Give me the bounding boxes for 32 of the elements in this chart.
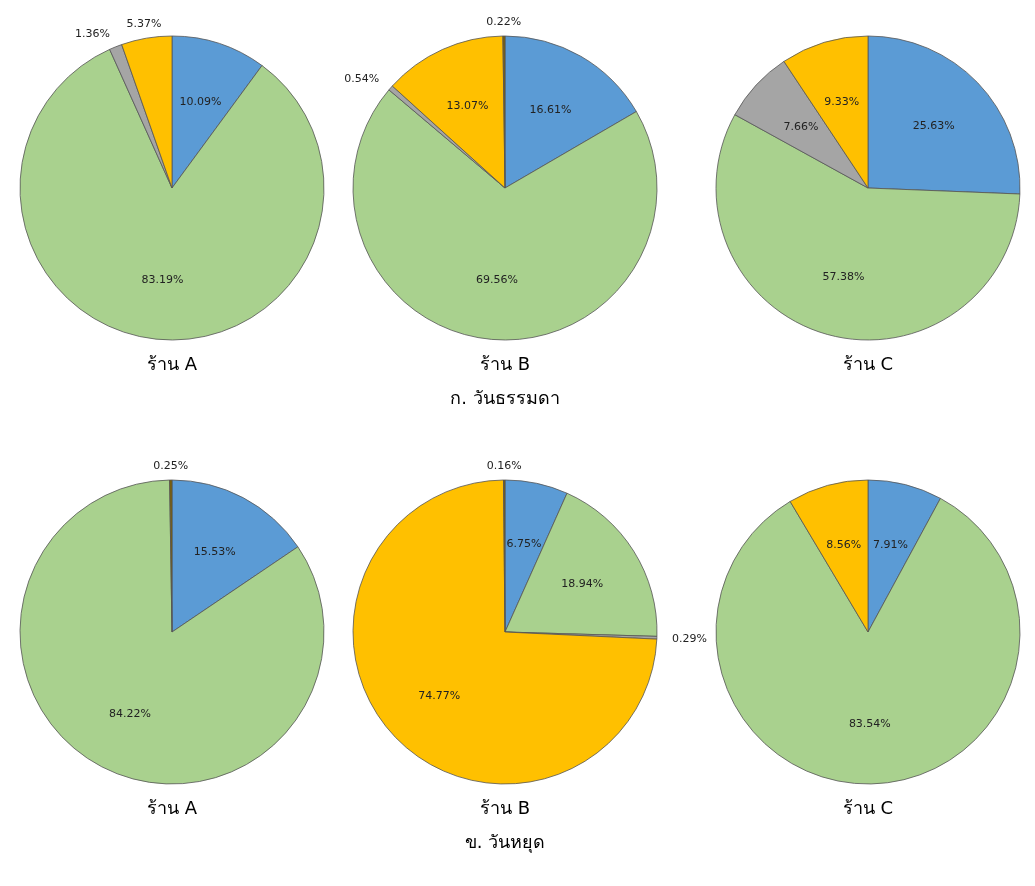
data-label: 69.56% (476, 272, 519, 286)
data-label: 7.91% (872, 537, 908, 551)
data-label: 83.54% (848, 717, 891, 731)
data-label: 5.37% (126, 17, 162, 31)
data-label: 9.33% (824, 94, 860, 108)
text: ร้าน B (479, 797, 531, 818)
text: ร้าน A (146, 353, 198, 374)
data-label: 6.75% (506, 536, 542, 550)
text: ก. วันธรรมดา (450, 387, 560, 408)
data-label: 0.22% (486, 14, 522, 28)
data-label: 18.94% (561, 577, 604, 591)
data-label: 15.53% (193, 545, 236, 559)
data-label: 83.19% (141, 272, 184, 286)
data-label: 8.56% (826, 538, 862, 552)
data-label: 0.29% (672, 632, 708, 646)
text: ร้าน B (479, 353, 531, 374)
data-label: 0.54% (344, 71, 380, 85)
text: ข. วันหยุด (464, 831, 546, 853)
data-label: 13.07% (446, 98, 489, 112)
data-label: 16.61% (529, 102, 572, 116)
text: ร้าน A (146, 797, 198, 818)
data-label: 25.63% (912, 118, 955, 132)
data-label: 1.36% (75, 26, 110, 40)
data-label: 10.09% (179, 95, 222, 109)
text: ร้าน C (842, 353, 894, 374)
data-label: 0.16% (486, 458, 522, 472)
data-label: 74.77% (418, 689, 461, 703)
text: ร้าน C (842, 797, 894, 818)
data-label: 0.25% (153, 458, 189, 472)
data-label: 84.22% (108, 706, 151, 720)
data-label: 57.38% (822, 269, 865, 283)
data-label: 7.66% (783, 120, 819, 134)
